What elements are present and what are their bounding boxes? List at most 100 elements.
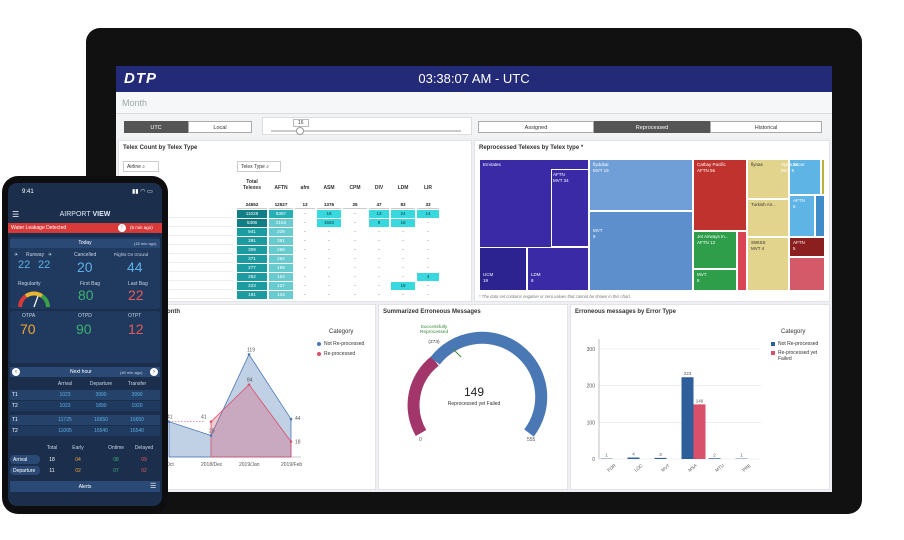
alert-icon: ! — [118, 224, 126, 232]
flight-cell: 04 — [75, 457, 81, 463]
alerts-menu-icon[interactable]: ☰ — [150, 483, 157, 490]
signal-wifi-battery-icon: ▮▮ ◠ ▭ — [132, 189, 153, 195]
table-cell: - — [391, 264, 415, 272]
airline-filter[interactable]: Airline ⌕ — [123, 161, 159, 172]
bar-reprocessed-failed[interactable] — [693, 404, 706, 459]
treemap-label: Cathay Pacific — [697, 162, 726, 167]
table-cell: - — [317, 273, 341, 281]
table-cell: - — [343, 228, 367, 236]
assigned-button[interactable]: Assigned — [478, 121, 594, 133]
treemap-tile — [789, 195, 815, 237]
x-tick-label: MTU — [714, 463, 725, 473]
legend-not-reprocessed[interactable]: Not Re-processed — [771, 341, 818, 347]
pax-row-tag: T1 — [12, 417, 18, 423]
table-cell: - — [295, 219, 315, 227]
x-tick-label: 2018/Dec — [201, 462, 223, 468]
error-type-title: Erroneous messages by Error Type — [575, 309, 676, 315]
table-cell: 223 — [237, 282, 267, 290]
legend-reprocessed[interactable]: Re-processed — [317, 351, 355, 357]
column-header: LIR — [423, 185, 433, 191]
bar-value-label: 3 — [659, 452, 662, 457]
table-cell: - — [343, 291, 367, 299]
treemap-tile — [789, 257, 825, 291]
table-cell: 18 — [391, 282, 415, 290]
bar-not-reprocessed[interactable] — [708, 458, 721, 459]
utc-clock: 03:38:07 AM - UTC — [418, 71, 530, 86]
table-cell: 14 — [417, 210, 439, 218]
pax-row — [10, 426, 160, 436]
next-arrow-icon[interactable]: › — [150, 368, 158, 376]
y-tick-label: 100 — [587, 420, 596, 426]
value-label-not-reprocessed: 119 — [247, 347, 255, 353]
treemap-label: LDM — [531, 272, 541, 277]
treemap-label: AFTN — [793, 240, 805, 245]
first-bag-value: 80 — [78, 287, 94, 303]
utc-button[interactable]: UTC — [124, 121, 188, 133]
airline-row — [123, 264, 233, 272]
table-cell: - — [295, 210, 315, 218]
total-cell: 1376 — [317, 201, 341, 209]
reprocessed-button[interactable]: Reprocessed — [594, 121, 710, 133]
status-time: 9:41 — [22, 189, 34, 195]
alerts-bar[interactable]: Alerts ☰ — [10, 481, 160, 492]
bar-not-reprocessed[interactable] — [654, 457, 667, 459]
table-cell: - — [317, 237, 341, 245]
runway-a-value: 22 — [18, 259, 31, 271]
table-cell: - — [295, 273, 315, 281]
table-cell: - — [295, 228, 315, 236]
treemap-sub: 5 — [793, 204, 796, 209]
legend-reprocessed-failed[interactable]: Re-processed yet Failed — [771, 350, 827, 362]
gauge-success-arc — [430, 331, 548, 437]
table-cell: - — [369, 273, 389, 281]
treemap-label: SpiceJet — [781, 162, 799, 167]
bar-not-reprocessed[interactable] — [627, 457, 640, 459]
pax-col-header: Departure — [89, 381, 113, 387]
next-hour-header: ‹ Next hour (45 min ago) › — [10, 367, 160, 377]
table-cell: 196 — [269, 264, 293, 272]
pax-cell: 3990 — [95, 392, 107, 398]
table-cell: 229 — [269, 228, 293, 236]
total-cell: 24552 — [237, 201, 267, 209]
prev-arrow-icon[interactable]: ‹ — [12, 368, 20, 376]
flight-cell: 18 — [49, 457, 55, 463]
table-cell: - — [391, 273, 415, 281]
column-header: AFTN — [274, 185, 288, 191]
alert-banner[interactable]: Water Leakage Detected ! (5 min ago) — [8, 223, 162, 233]
table-cell: 18 — [317, 210, 341, 218]
table-cell: - — [417, 264, 439, 272]
bar-not-reprocessed[interactable] — [681, 377, 694, 459]
total-cell: 12527 — [269, 201, 293, 209]
historical-button[interactable]: Historical — [710, 121, 822, 133]
y-tick-label: 300 — [587, 347, 596, 353]
table-cell: 371 — [237, 255, 267, 263]
airline-row — [123, 273, 233, 281]
legend-not-reprocessed[interactable]: Not Re-processed — [317, 341, 364, 347]
table-cell: - — [317, 255, 341, 263]
table-cell: - — [391, 291, 415, 299]
day-slider[interactable]: 16 — [262, 117, 472, 135]
app-title: AIRPORT VIEW — [8, 211, 162, 218]
today-label: Today — [78, 240, 92, 246]
table-cell: - — [369, 282, 389, 290]
treemap-tile — [789, 159, 821, 195]
total-cell: 25 — [343, 201, 367, 209]
menu-icon[interactable]: ☰ — [12, 210, 20, 219]
local-button[interactable]: Local — [188, 121, 252, 133]
table-cell: - — [317, 291, 341, 299]
slider-handle[interactable] — [296, 127, 304, 135]
x-tick-label: 2019/Feb — [281, 462, 302, 468]
gauge-center-label: Reprocessed yet Failed — [447, 401, 501, 407]
table-cell: - — [369, 291, 389, 299]
slider-value: 16 — [293, 119, 309, 127]
treemap-label: Emirates — [483, 162, 501, 167]
airline-filter-label: Airline — [127, 164, 141, 170]
point-not-reprocessed — [247, 353, 251, 356]
telex-count-title: Telex Count by Telex Type — [123, 145, 198, 151]
telex-type-filter[interactable]: Telex Type ⌕ — [237, 161, 281, 172]
last-bag-value: 22 — [128, 287, 144, 303]
table-cell: - — [317, 228, 341, 236]
value-label-reprocessed: 18 — [295, 439, 301, 445]
flight-cell: 09 — [141, 457, 147, 463]
value-label-not-reprocessed: 41 — [167, 415, 173, 421]
slider-track[interactable] — [271, 130, 461, 132]
